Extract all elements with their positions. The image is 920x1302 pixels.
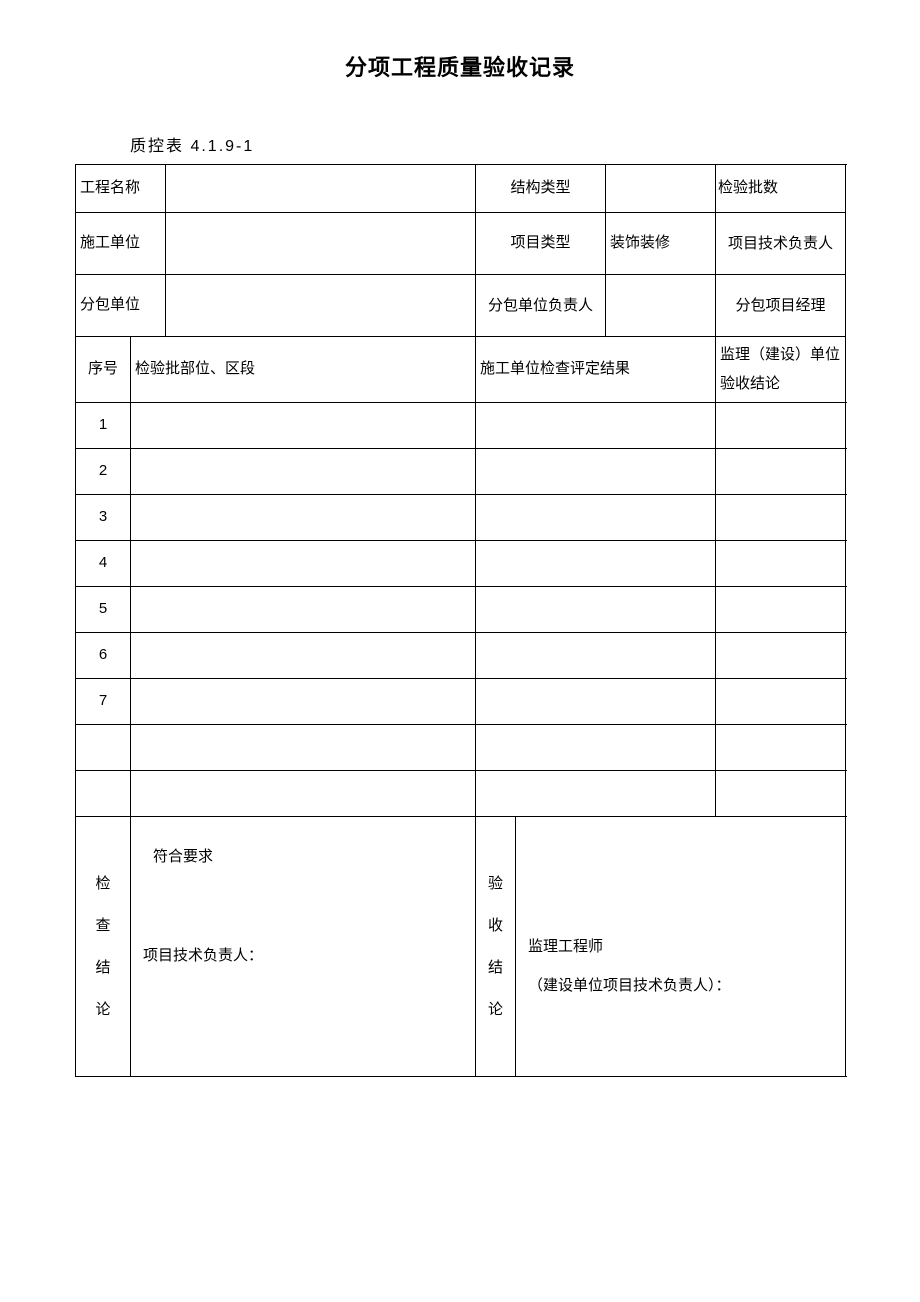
structure-type-value — [606, 165, 716, 213]
inspection-table: 工程名称 结构类型 检验批数 施工单位 项目类型 装饰装修 项目技术负责人 分包… — [75, 164, 846, 1077]
table-row — [76, 771, 846, 817]
seq-cell: 6 — [76, 633, 131, 679]
table-row: 4 — [76, 541, 846, 587]
supervision-cell — [716, 633, 846, 679]
location-cell — [131, 541, 476, 587]
seq-cell: 5 — [76, 587, 131, 633]
table-row: 5 — [76, 587, 846, 633]
accept-conclusion-label: 验 收 结 论 — [476, 817, 516, 1077]
location-cell — [131, 679, 476, 725]
location-cell — [131, 495, 476, 541]
supervision-cell — [716, 679, 846, 725]
conclusion-row: 检 查 结 论 符合要求 项目技术负责人： 验 收 结 论 监理工程师 （建设单… — [76, 817, 846, 1077]
page-title: 分项工程质量验收记录 — [75, 50, 845, 82]
construction-cell — [476, 679, 716, 725]
seq-cell: 2 — [76, 449, 131, 495]
location-cell — [131, 725, 476, 771]
tech-lead-label: 项目技术负责人 — [716, 213, 846, 275]
col-location: 检验批部位、区段 — [131, 337, 476, 403]
table-subtitle: 质控表 4.1.9-1 — [130, 132, 845, 156]
check-text-1: 符合要求 — [143, 837, 467, 876]
supervision-cell — [716, 587, 846, 633]
batch-count-cell: 检验批数 — [716, 165, 846, 213]
project-name-label: 工程名称 — [76, 165, 166, 213]
construction-cell — [476, 541, 716, 587]
construction-cell — [476, 449, 716, 495]
table-row: 7 — [76, 679, 846, 725]
location-cell — [131, 771, 476, 817]
accept-text-2: （建设单位项目技术负责人）： — [528, 966, 837, 1005]
header-row-1: 工程名称 结构类型 检验批数 — [76, 165, 846, 213]
check-conclusion-label: 检 查 结 论 — [76, 817, 131, 1077]
supervision-cell — [716, 403, 846, 449]
table-row: 3 — [76, 495, 846, 541]
col-construction-result: 施工单位检查评定结果 — [476, 337, 716, 403]
subcontract-unit-label: 分包单位 — [76, 275, 166, 337]
seq-cell — [76, 725, 131, 771]
construction-cell — [476, 587, 716, 633]
seq-cell: 1 — [76, 403, 131, 449]
project-name-value — [166, 165, 476, 213]
supervision-cell — [716, 495, 846, 541]
accept-conclusion-content: 监理工程师 （建设单位项目技术负责人）： — [516, 817, 846, 1077]
check-text-2: 项目技术负责人： — [143, 936, 467, 975]
batch-count-label: 检验批数 — [718, 179, 778, 196]
location-cell — [131, 633, 476, 679]
accept-text-1: 监理工程师 — [528, 927, 837, 966]
construction-cell — [476, 495, 716, 541]
column-header-row: 序号 检验批部位、区段 施工单位检查评定结果 监理（建设）单位验收结论 — [76, 337, 846, 403]
construction-unit-label: 施工单位 — [76, 213, 166, 275]
location-cell — [131, 403, 476, 449]
table-row: 6 — [76, 633, 846, 679]
check-conclusion-content: 符合要求 项目技术负责人： — [131, 817, 476, 1077]
table-row: 2 — [76, 449, 846, 495]
seq-cell: 3 — [76, 495, 131, 541]
table-row: 1 — [76, 403, 846, 449]
construction-cell — [476, 403, 716, 449]
seq-cell: 4 — [76, 541, 131, 587]
table-row — [76, 725, 846, 771]
supervision-cell — [716, 725, 846, 771]
header-row-2: 施工单位 项目类型 装饰装修 项目技术负责人 — [76, 213, 846, 275]
subcontract-lead-value — [606, 275, 716, 337]
construction-cell — [476, 633, 716, 679]
structure-type-label: 结构类型 — [476, 165, 606, 213]
header-row-3: 分包单位 分包单位负责人 分包项目经理 — [76, 275, 846, 337]
subcontract-pm-label: 分包项目经理 — [716, 275, 846, 337]
project-type-value: 装饰装修 — [606, 213, 716, 275]
construction-cell — [476, 771, 716, 817]
project-type-label: 项目类型 — [476, 213, 606, 275]
supervision-cell — [716, 541, 846, 587]
subcontract-lead-label: 分包单位负责人 — [476, 275, 606, 337]
subcontract-unit-value — [166, 275, 476, 337]
construction-unit-value — [166, 213, 476, 275]
location-cell — [131, 587, 476, 633]
supervision-cell — [716, 449, 846, 495]
col-seq: 序号 — [76, 337, 131, 403]
col-supervision-result: 监理（建设）单位验收结论 — [716, 337, 846, 403]
seq-cell: 7 — [76, 679, 131, 725]
seq-cell — [76, 771, 131, 817]
location-cell — [131, 449, 476, 495]
construction-cell — [476, 725, 716, 771]
supervision-cell — [716, 771, 846, 817]
